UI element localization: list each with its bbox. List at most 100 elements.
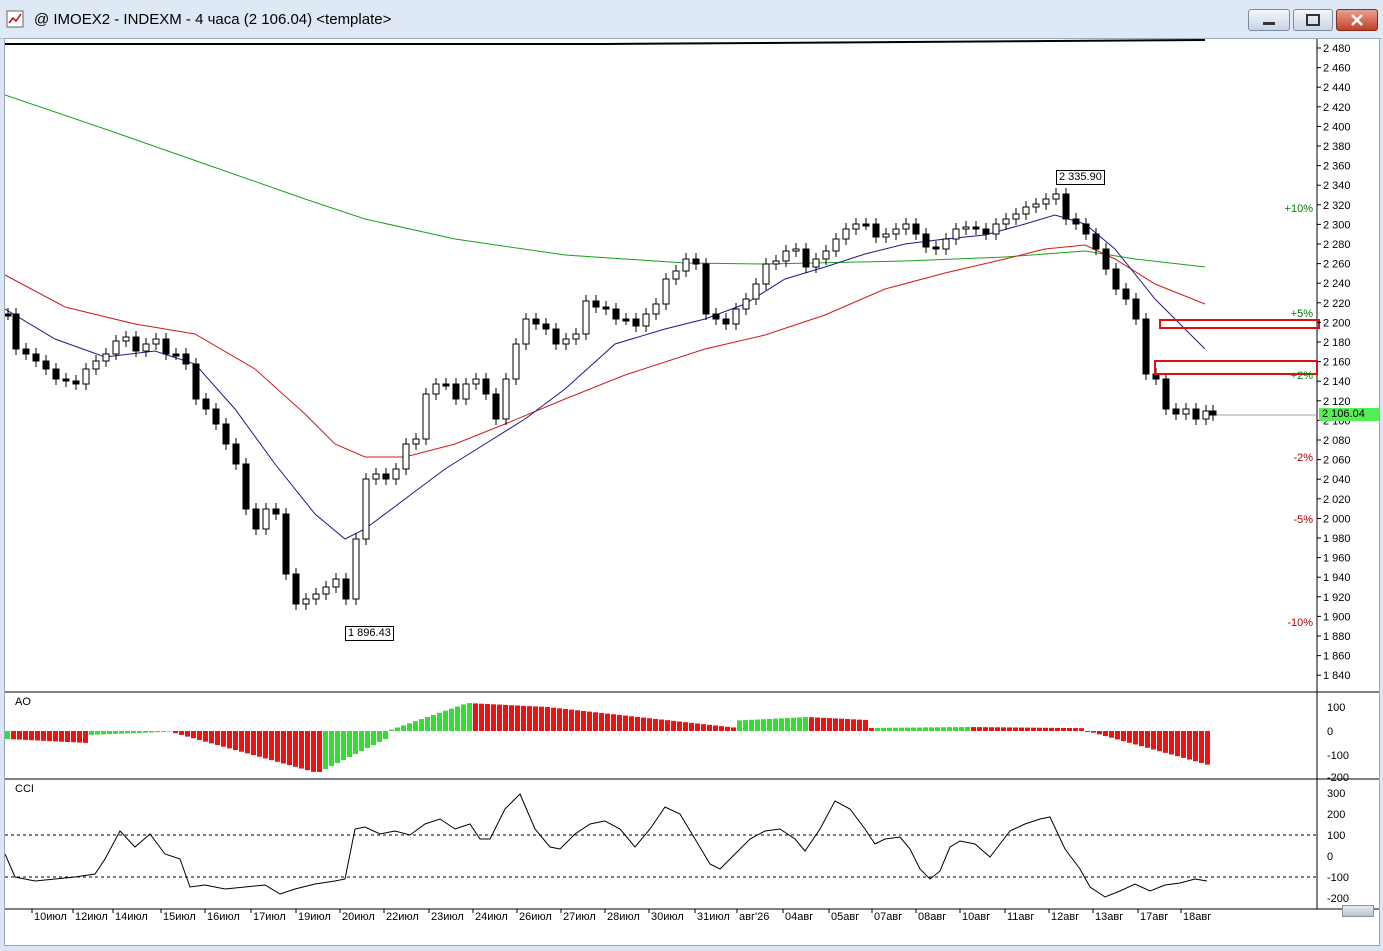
ao-bar xyxy=(485,704,490,731)
candle-body xyxy=(352,538,360,600)
price-tick-label: 2 080 xyxy=(1323,435,1351,447)
ao-bar xyxy=(479,703,484,731)
ma-mid-line xyxy=(5,244,1206,458)
price-tick-label: 2 380 xyxy=(1323,141,1351,153)
candle-body xyxy=(972,226,980,230)
chart-canvas[interactable]: 2 480 2 460 2 440 2 420 2 400 2 380 2 360 2 340… xyxy=(5,39,1379,945)
candle-body xyxy=(432,383,440,395)
maximize-button[interactable] xyxy=(1293,9,1333,31)
candle-body xyxy=(742,298,750,310)
candle-body xyxy=(872,223,880,238)
ao-bar xyxy=(851,719,856,731)
price-tick-label: 2 480 xyxy=(1323,43,1351,55)
ao-bar xyxy=(491,704,496,731)
price-tick-label: 2 280 xyxy=(1323,239,1351,251)
ao-bar xyxy=(1145,731,1150,748)
candle-body xyxy=(542,323,550,330)
percent-level-label: +10% xyxy=(1285,203,1314,215)
ao-tick-label: -100 xyxy=(1327,750,1349,762)
candle-body xyxy=(392,468,400,480)
ao-bar xyxy=(737,720,742,731)
price-tick-label: 2 160 xyxy=(1323,357,1351,369)
ao-bar xyxy=(779,718,784,731)
candle-body xyxy=(752,283,760,300)
ao-bar xyxy=(911,727,916,731)
cci-tick-label: 100 xyxy=(1327,830,1345,842)
candle-body xyxy=(102,353,110,362)
candle-body xyxy=(122,336,130,342)
date-tick-label: 13авг xyxy=(1095,911,1123,923)
ao-bar xyxy=(905,727,910,731)
percent-level-label: -10% xyxy=(1287,617,1313,629)
ao-bar xyxy=(713,725,718,731)
candle-body xyxy=(472,378,480,385)
candle-body xyxy=(282,513,290,575)
ao-bar xyxy=(569,709,574,731)
ao-bar xyxy=(539,706,544,731)
ao-bar xyxy=(179,731,184,735)
ao-bar xyxy=(239,731,244,752)
ao-bar xyxy=(407,723,412,731)
moving-averages xyxy=(5,94,1206,540)
date-tick-label: 22июл xyxy=(386,911,419,923)
ao-bar xyxy=(1061,727,1066,731)
date-tick-label: 10авг xyxy=(962,911,990,923)
candle-body xyxy=(372,473,380,480)
ao-bar xyxy=(659,719,664,731)
ao-bar xyxy=(251,731,256,756)
candle-body xyxy=(812,258,820,268)
candle-body xyxy=(312,593,320,600)
zone-rect-lower xyxy=(1154,360,1318,375)
ao-tick-label: 100 xyxy=(1327,702,1345,714)
ao-bar xyxy=(611,714,616,731)
candle-body xyxy=(922,233,930,248)
candle-body xyxy=(462,383,470,400)
candle-body xyxy=(672,270,680,280)
candle-body xyxy=(942,238,950,250)
candle-body xyxy=(1192,408,1200,420)
ao-bar xyxy=(557,708,562,731)
ao-bar xyxy=(1169,731,1174,755)
ao-bar xyxy=(1019,727,1024,731)
ao-bar xyxy=(599,712,604,731)
date-tick-label: 19июл xyxy=(298,911,331,923)
candle-body xyxy=(52,368,60,380)
date-tick-label: 11авг xyxy=(1007,911,1034,923)
price-tick-label: 1 840 xyxy=(1323,670,1351,682)
ao-bar xyxy=(371,731,376,745)
price-tick-label: 2 320 xyxy=(1323,200,1351,212)
ao-bar xyxy=(575,710,580,731)
scroll-thumb[interactable] xyxy=(1342,905,1374,917)
close-button[interactable] xyxy=(1336,9,1378,31)
date-tick-label: 26июл xyxy=(519,911,552,923)
candle-body xyxy=(1182,408,1190,415)
date-tick-label: 16июл xyxy=(207,911,240,923)
percent-level-label: +5% xyxy=(1291,308,1314,320)
candle-body xyxy=(1002,218,1010,225)
candle-body xyxy=(202,398,210,410)
candle-body xyxy=(1122,288,1130,300)
price-tick-label: 2 120 xyxy=(1323,396,1351,408)
candle-body xyxy=(1142,318,1150,375)
ao-bar xyxy=(533,706,538,731)
ao-bar xyxy=(1163,731,1168,753)
candle-body xyxy=(72,380,80,385)
date-tick-label: 20июл xyxy=(342,911,375,923)
minimize-icon xyxy=(1263,22,1275,25)
ma-long-line xyxy=(5,94,1206,268)
ao-bar xyxy=(395,727,400,731)
ao-bar xyxy=(359,731,364,751)
ao-bar xyxy=(17,731,22,740)
minimize-button[interactable] xyxy=(1248,9,1290,31)
ao-bar xyxy=(917,727,922,731)
candle-body xyxy=(412,438,420,445)
percent-level-label: +2% xyxy=(1291,370,1314,382)
price-tick-label: 2 180 xyxy=(1323,337,1351,349)
top-line xyxy=(5,39,1206,45)
ao-bar xyxy=(65,731,70,742)
price-tick-label: 2 020 xyxy=(1323,494,1351,506)
candle-body xyxy=(1172,408,1180,415)
chart-window[interactable]: 2 480 2 460 2 440 2 420 2 400 2 380 2 360 2 340… xyxy=(4,38,1380,946)
ao-bar xyxy=(467,703,472,731)
ao-bar xyxy=(509,705,514,731)
